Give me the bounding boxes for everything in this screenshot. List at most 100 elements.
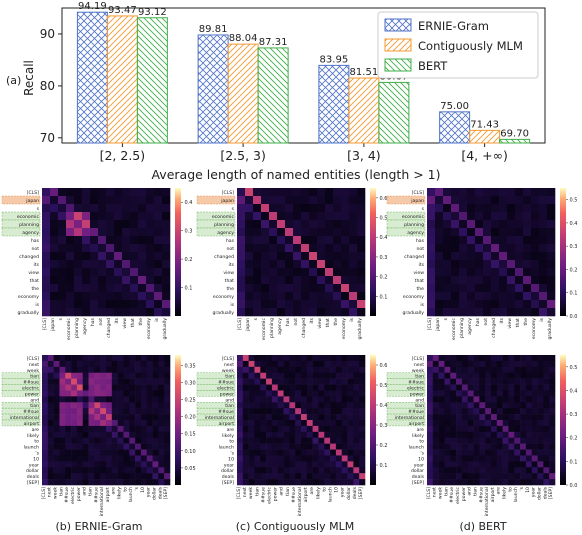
heatmap-cell	[467, 300, 476, 309]
heatmap-cell	[122, 212, 131, 221]
heatmap-cell	[330, 473, 337, 480]
heatmap-cell	[483, 284, 492, 293]
colorbar-tick-label: 0.3	[380, 423, 388, 429]
heatmap-cell	[260, 355, 267, 362]
heatmap-cell	[312, 449, 319, 456]
x-token-label: economic	[261, 318, 267, 341]
caption-c: (c) Contiguously MLM	[236, 520, 354, 533]
y-token-label: week	[412, 368, 424, 374]
heatmap-cell	[146, 437, 153, 444]
heatmap-cell	[122, 284, 131, 293]
heatmap-cell	[456, 372, 463, 379]
heatmap-cell	[543, 402, 550, 409]
heatmap-cell	[525, 372, 533, 379]
heatmap-cell	[444, 479, 451, 486]
heatmap-cell	[82, 420, 89, 427]
y-token-label: economic	[17, 214, 40, 220]
heatmap-cell	[514, 437, 521, 444]
heatmap-cell	[129, 384, 136, 391]
heatmap-cell	[289, 467, 296, 474]
heatmap-cell	[475, 188, 484, 197]
heatmap-cell	[547, 212, 556, 221]
heatmap-cell	[427, 455, 434, 462]
heatmap-cell	[357, 252, 366, 261]
heatmap-cell	[427, 425, 434, 433]
heatmap-cell	[324, 437, 331, 444]
heatmap-cell	[499, 308, 508, 317]
token-highlight	[196, 195, 236, 205]
heatmap-cell	[295, 437, 302, 444]
heatmap-cell	[158, 461, 165, 468]
heatmap-cell	[507, 204, 516, 213]
heatmap-cell	[94, 449, 101, 456]
y-token-label: launch	[24, 445, 39, 451]
x-token-label: likely	[502, 487, 508, 499]
heatmap-cell	[451, 228, 460, 237]
heatmap-cell	[283, 372, 290, 379]
heatmap-cell	[450, 408, 457, 415]
y-token-label: to	[34, 439, 39, 445]
heatmap-cell	[98, 244, 107, 253]
heatmap-cell	[312, 366, 319, 374]
heatmap-cell	[146, 420, 153, 427]
heatmap-cell	[123, 396, 130, 403]
heatmap-cell	[66, 308, 75, 317]
heatmap-cell	[496, 355, 503, 362]
heatmap-cell	[330, 408, 337, 415]
heatmap-cell	[123, 443, 130, 450]
heatmap-cell	[152, 431, 159, 439]
heatmap-cell	[245, 268, 254, 277]
heatmap-cell	[473, 355, 480, 362]
x-token-label: not	[293, 318, 299, 326]
heatmap-cell	[479, 408, 486, 415]
heatmap-cell	[135, 443, 142, 450]
x-token-label: year	[531, 487, 537, 497]
heatmap-cell	[146, 396, 153, 403]
heatmap-cell	[146, 360, 153, 368]
heatmap-cell	[508, 467, 515, 474]
heatmap-cell	[450, 449, 457, 456]
heatmap-cell	[508, 461, 515, 468]
heatmap-cell	[114, 244, 123, 253]
heatmap-cell	[456, 396, 463, 403]
heatmap-cell	[537, 390, 544, 397]
heatmap-cell	[537, 414, 544, 421]
heatmap-cell	[508, 473, 515, 480]
heatmap-cell	[347, 461, 354, 468]
heatmap-cell	[324, 425, 331, 433]
heatmap-cell	[451, 292, 460, 301]
heatmap-cell	[293, 268, 302, 277]
heatmap-cell	[301, 372, 308, 379]
heatmap-cell	[295, 443, 302, 450]
heatmap-cell	[325, 284, 334, 293]
heatmap-cell	[499, 220, 508, 229]
heatmap-cell	[123, 414, 130, 421]
heatmap-cell	[277, 437, 284, 444]
heatmap-cell	[106, 300, 115, 309]
token-highlight	[386, 413, 426, 421]
heatmap-cell	[309, 228, 318, 237]
heatmap-cell	[53, 455, 60, 462]
heatmap-cell	[271, 396, 279, 403]
heatmap-cell	[154, 284, 163, 293]
heatmap-cell	[456, 479, 463, 486]
heatmap-cell	[353, 479, 360, 486]
y-token-label: changed	[214, 254, 234, 260]
heatmap-cell	[450, 467, 457, 474]
y-token-label: tian	[225, 374, 234, 380]
heatmap-cell	[53, 408, 60, 415]
heatmap-cell	[349, 244, 358, 253]
heatmap-cell	[549, 449, 556, 456]
heatmap-cell	[237, 366, 244, 374]
heatmap-cell	[456, 390, 463, 397]
heatmap-cell	[467, 443, 474, 450]
heatmap-cell	[324, 390, 331, 397]
x-tick-label: [2, 2.5)	[100, 148, 146, 163]
x-token-label: deals	[352, 486, 358, 499]
heatmap-cell	[443, 220, 452, 229]
heatmap-cell	[269, 244, 278, 253]
heatmap-cell	[254, 449, 261, 456]
y-token-label: tian	[415, 374, 424, 380]
x-token-label: ##sue	[449, 487, 455, 503]
heatmap-cell	[444, 366, 451, 374]
